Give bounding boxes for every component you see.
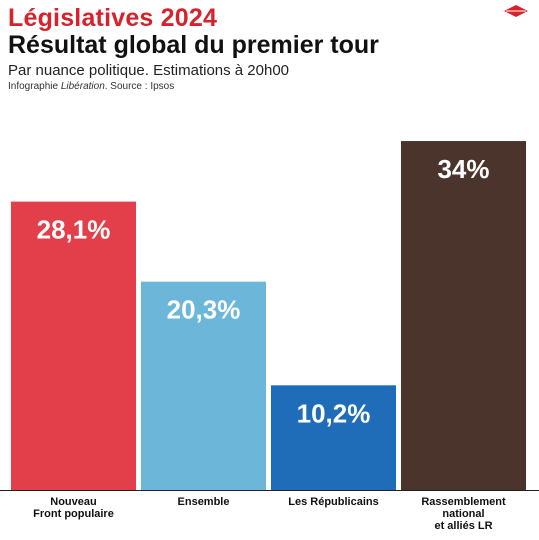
source-suffix: . Source : Ipsos: [104, 81, 175, 92]
chart-title: Législatives 2024: [8, 4, 218, 32]
source-outlet: Libération: [60, 81, 105, 92]
chart-source: Infographie Libération. Source : Ipsos: [8, 80, 528, 94]
category-label-2: Les Républicains: [288, 496, 378, 508]
bar-value-label-0: 28,1%: [37, 215, 111, 245]
liberation-diamond-logo-icon: [504, 5, 528, 17]
bar-value-label-2: 10,2%: [297, 398, 371, 428]
chart-subtitle: Résultat global du premier tour: [8, 31, 379, 59]
bar-1: [141, 281, 266, 490]
chart-description: Par nuance politique. Estimations à 20h0…: [8, 62, 290, 79]
bar-value-label-3: 34%: [437, 154, 489, 184]
category-label-1: Ensemble: [178, 496, 230, 508]
bar-2: [271, 385, 396, 490]
category-label-3: Rassemblement national et alliés LR: [421, 496, 506, 532]
bar-value-label-1: 20,3%: [167, 295, 241, 325]
bar-3: [401, 141, 526, 491]
category-label-0: Nouveau Front populaire: [33, 496, 114, 520]
bar-0: [11, 201, 136, 490]
source-prefix: Infographie: [8, 81, 61, 92]
chart-header: Législatives 2024 Résultat global du pre…: [8, 4, 528, 94]
